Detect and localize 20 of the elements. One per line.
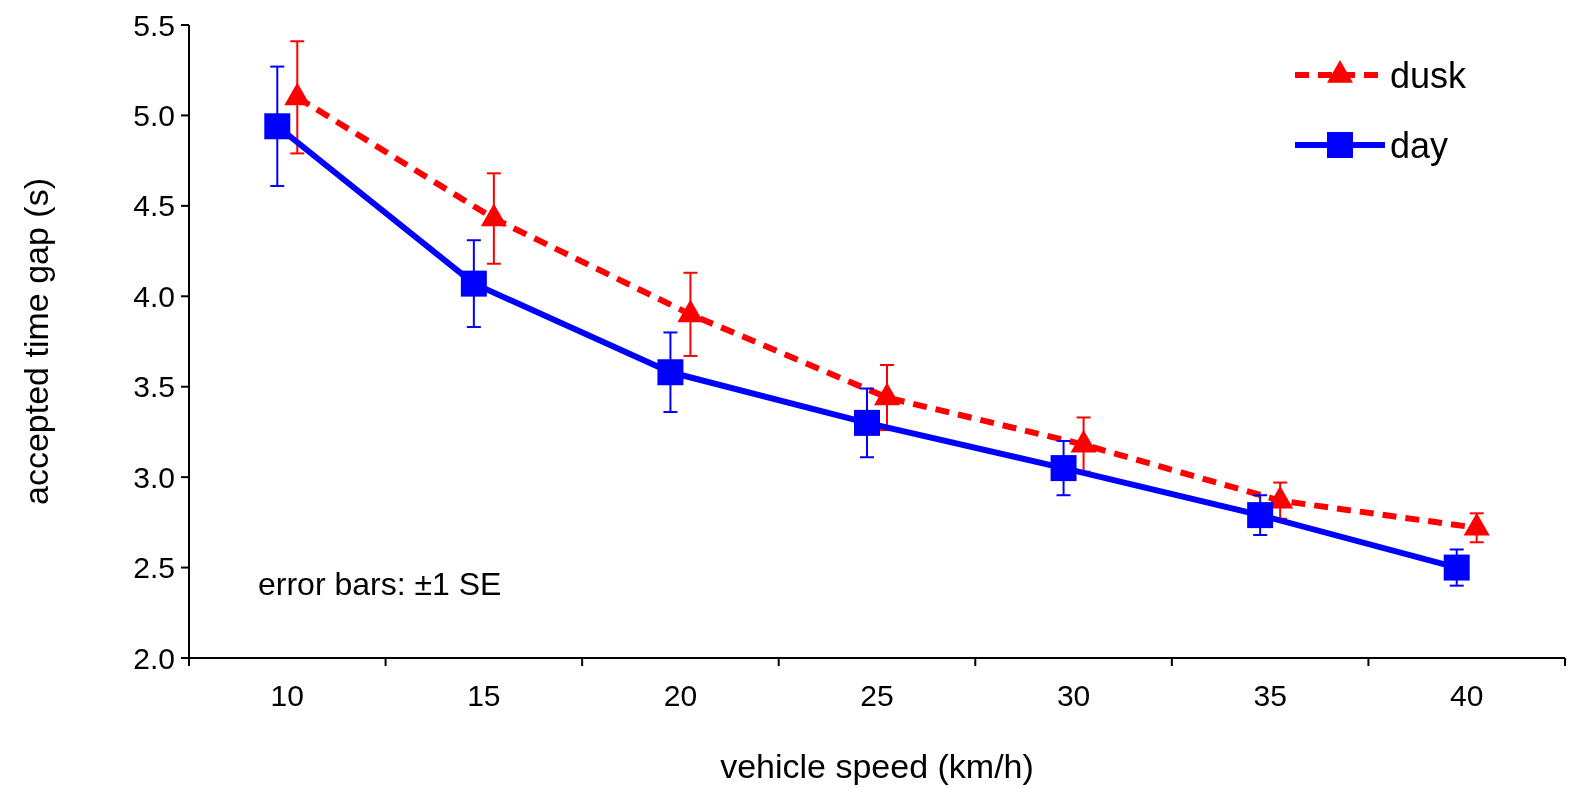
x-axis-title: vehicle speed (km/h)	[720, 747, 1034, 785]
legend-label: day	[1390, 124, 1449, 166]
y-axis-title: accepted time gap (s)	[17, 178, 55, 505]
y-tick-label: 4.0	[133, 279, 175, 313]
x-tick-label: 30	[1056, 679, 1091, 712]
y-tick-label: 2.5	[133, 551, 175, 585]
y-tick-label: 5.0	[133, 98, 175, 132]
x-tick-label: 25	[860, 679, 894, 712]
y-tick-label: 3.0	[133, 460, 175, 494]
y-tick-label: 5.5	[133, 8, 175, 42]
x-tick-label: 40	[1450, 679, 1484, 712]
y-tick-label: 4.5	[133, 189, 175, 223]
y-tick-label: 2.0	[133, 641, 175, 675]
x-tick-label: 15	[467, 679, 501, 712]
annotation: error bars: ±1 SE	[258, 566, 502, 602]
legend-label: dusk	[1390, 54, 1468, 96]
x-tick-label: 10	[270, 679, 304, 712]
y-tick-label: 3.5	[133, 370, 175, 404]
x-tick-label: 20	[663, 679, 698, 712]
x-tick-label: 35	[1253, 679, 1287, 712]
